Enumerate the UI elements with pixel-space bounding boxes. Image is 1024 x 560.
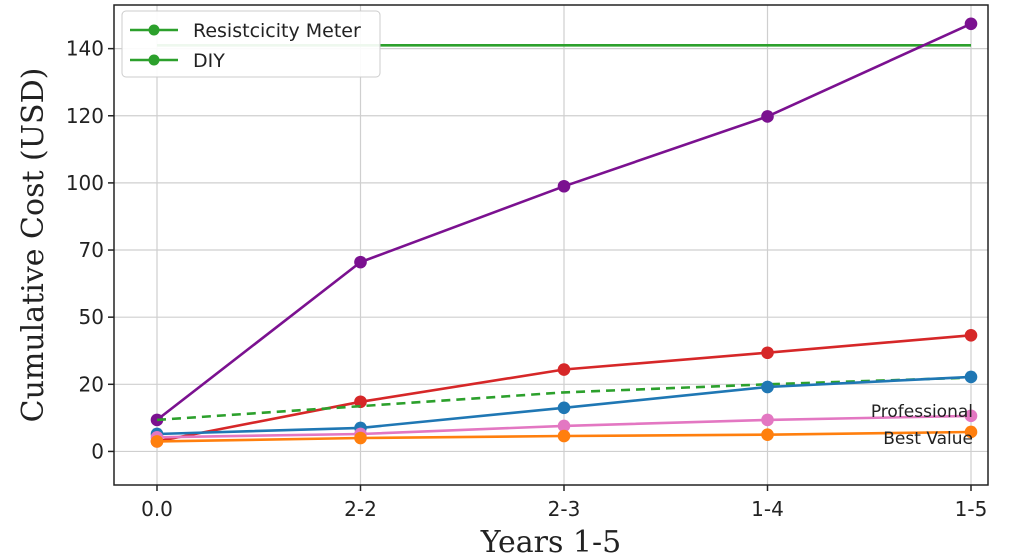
series-6 [150,425,978,448]
y-tick-label: 50 [79,305,104,329]
data-point [964,328,978,342]
plot-frame [113,4,989,486]
y-tick-label: 120 [66,104,104,128]
data-point [150,435,164,448]
x-tick-label: 2-2 [344,497,377,521]
x-tick-label: 0.0 [141,497,173,521]
data-point [964,409,978,423]
data-point [761,380,774,394]
legend-box [121,10,381,78]
x-tick-label: 1-5 [955,497,988,521]
data-point [761,413,774,427]
series-1 [150,17,978,427]
data-point [557,429,571,443]
data-point [354,431,367,445]
annotation-label: Professional [871,402,973,422]
x-axis-ticks: 0.0 2-2 2-3 1-4 1-5 [141,485,987,521]
y-axis-ticks: 0 20 50 70 100 120 140 [66,37,114,463]
legend-label: DIY [193,50,225,72]
data-point [761,110,774,123]
x-axis-title: Years 1-5 [480,525,621,560]
data-point [354,395,367,409]
annotation-label: Best Value [883,429,973,449]
y-tick-label: 140 [66,37,104,61]
data-point [761,346,774,360]
data-point [964,370,978,384]
legend-marker [148,24,160,36]
y-axis-title: Cumulative Cost (USD) [16,68,51,423]
y-tick-label: 20 [79,372,104,396]
data-point [964,425,978,439]
annotations: Professional Best Value [871,402,973,449]
y-tick-label: 0 [91,439,104,463]
data-point [557,401,571,415]
x-tick-label: 2-3 [548,497,581,521]
data-point [964,17,978,31]
x-tick-label: 1-4 [751,497,784,521]
legend: Resistcicity Meter DIY [121,10,381,78]
y-tick-label: 100 [66,171,104,195]
legend-label: Resistcicity Meter [193,20,361,42]
data-point [557,419,571,433]
data-point [761,428,774,441]
data-point [354,255,367,269]
y-tick-label: 70 [79,238,104,262]
data-point [557,363,571,376]
legend-marker [148,54,160,66]
data-point [557,179,571,193]
